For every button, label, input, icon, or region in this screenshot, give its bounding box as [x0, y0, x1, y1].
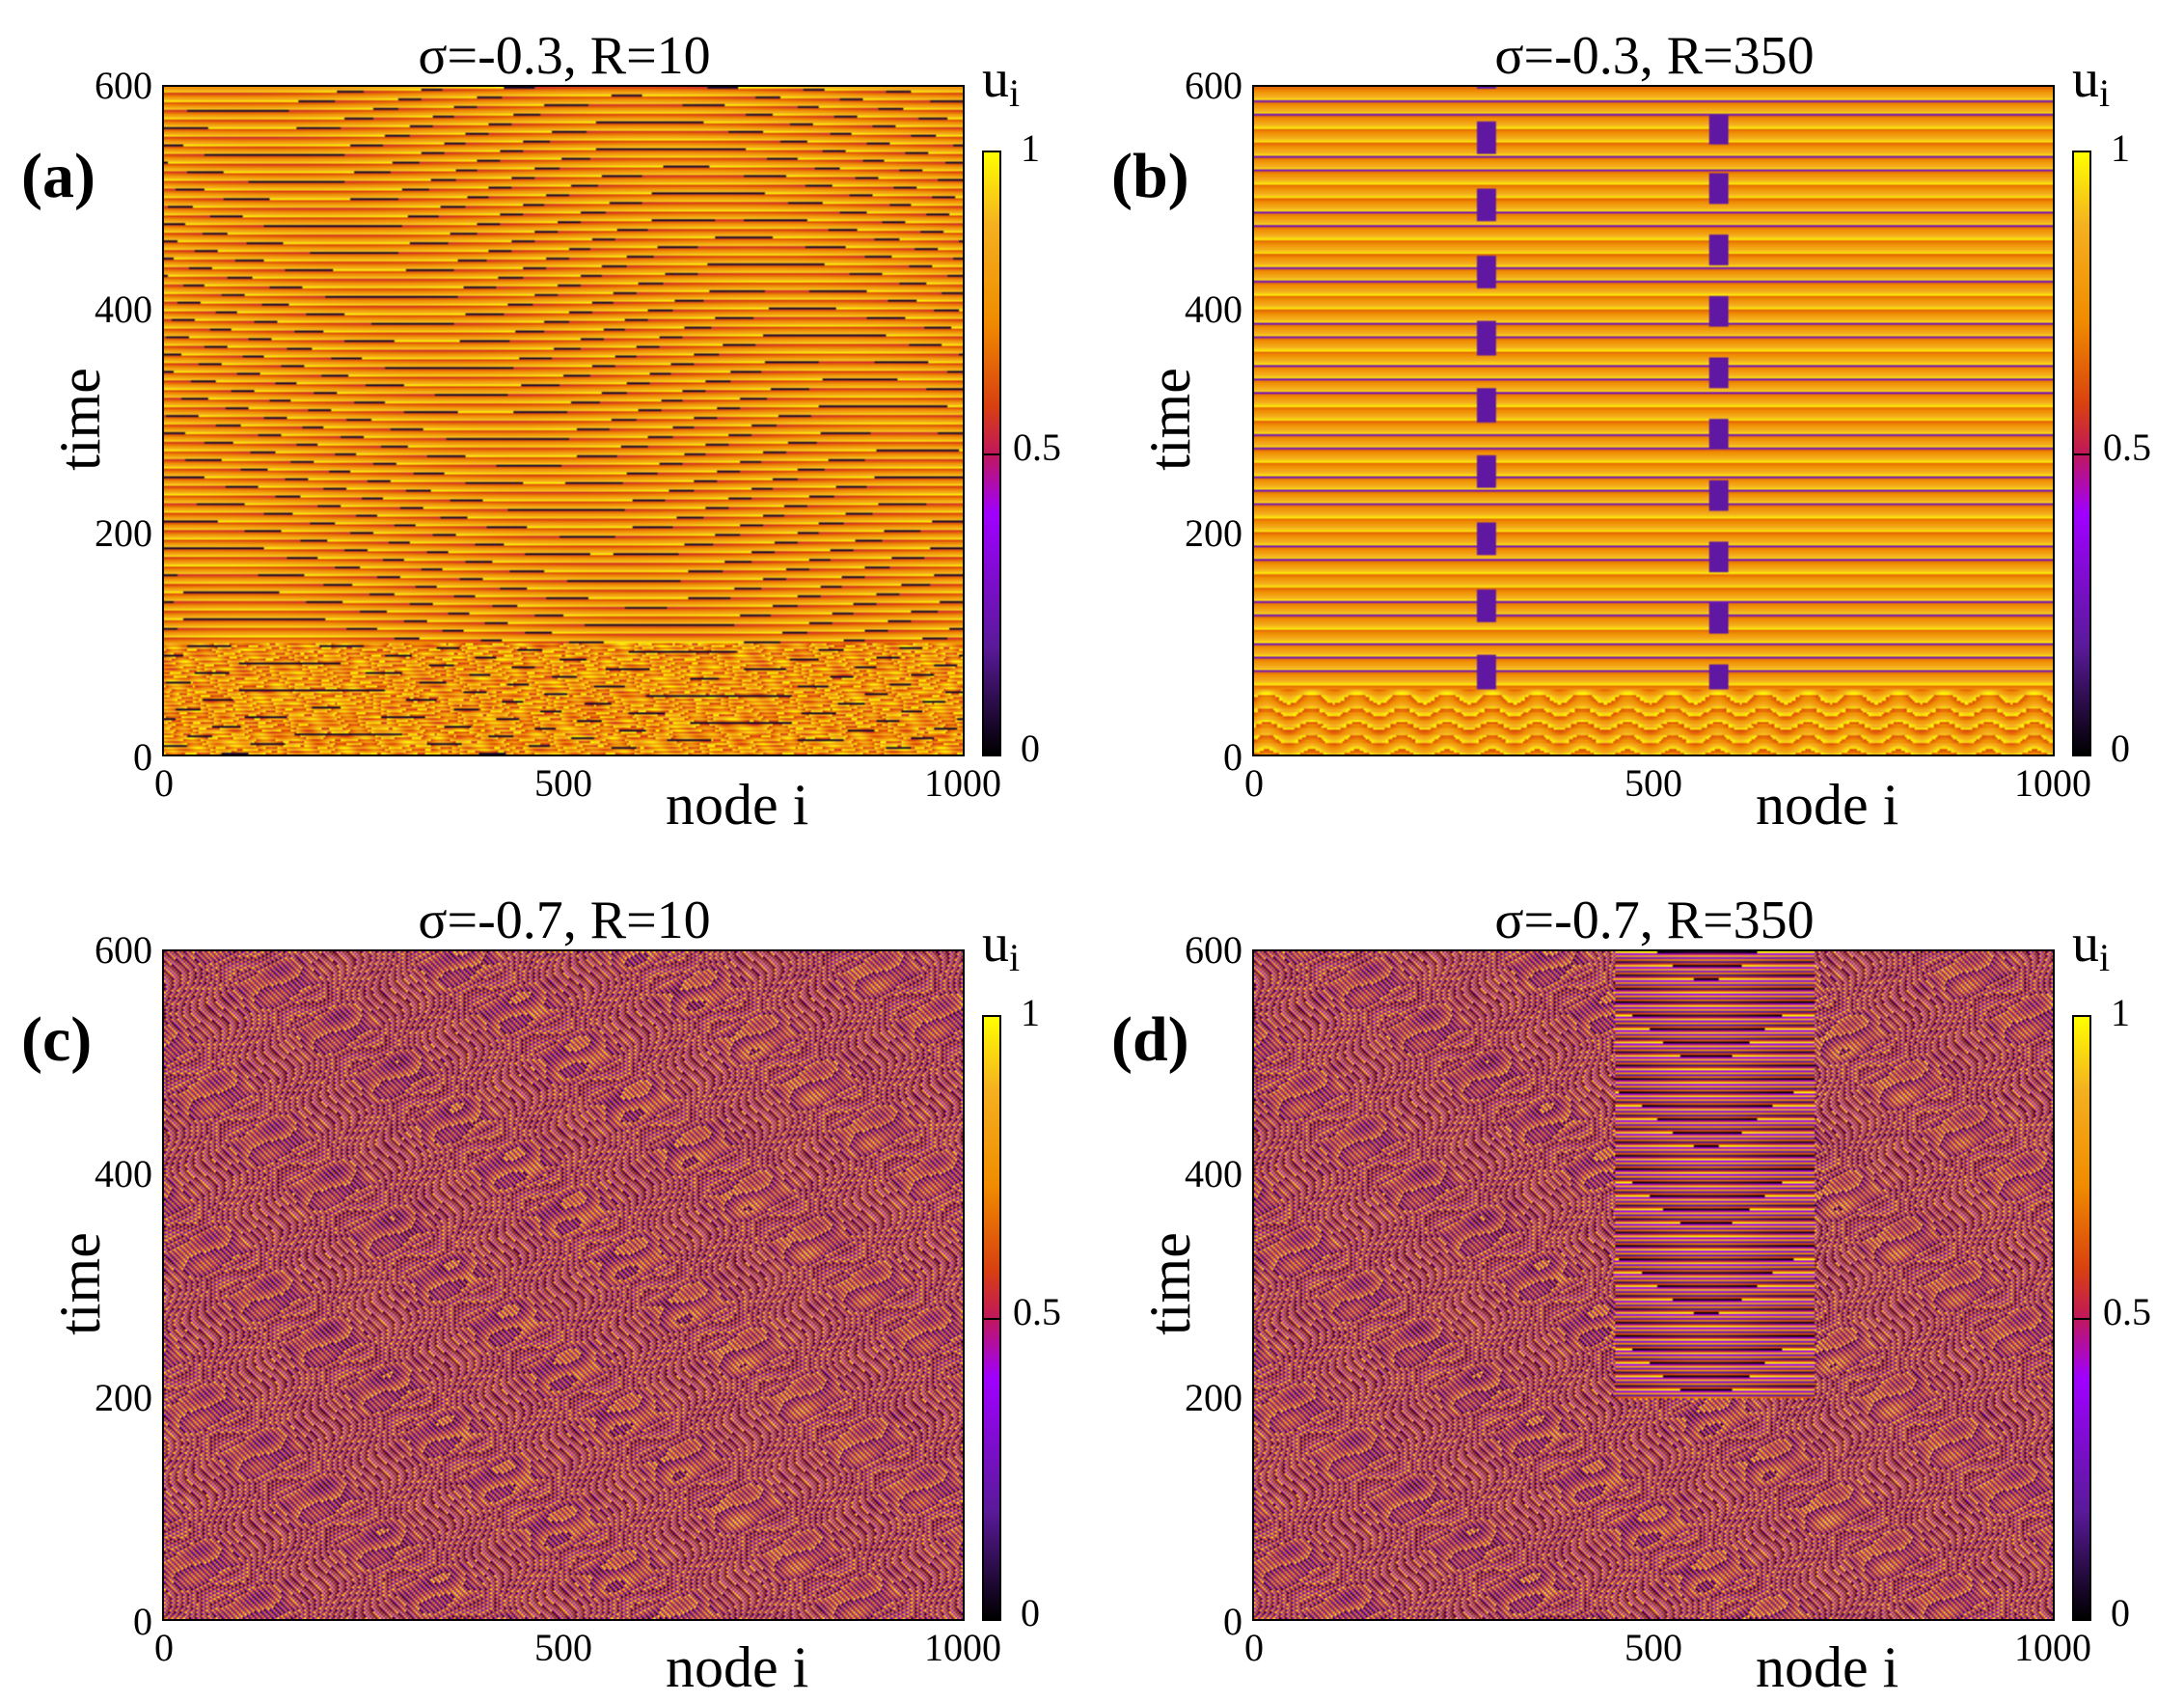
colorbar-title: ui [2072, 913, 2110, 980]
colorbar-title: ui [982, 48, 1020, 116]
colorbar-title-subscript: i [2099, 936, 2111, 979]
heatmap-plot [1252, 949, 2055, 1621]
x-tick-label: 500 [534, 1626, 592, 1669]
x-tick-label: 0 [1244, 1626, 1264, 1669]
y-axis-label: time [47, 1232, 112, 1335]
panel-title: σ=-0.7, R=350 [1494, 891, 1815, 950]
y-tick-label: 200 [95, 1376, 152, 1419]
x-tick-label: 500 [1624, 761, 1682, 805]
colorbar-title-text: u [982, 914, 1009, 974]
x-tick-label: 0 [1244, 761, 1264, 805]
colorbar-tick-label: 1 [2111, 991, 2130, 1034]
colorbar-tick [982, 1318, 1001, 1320]
panel-label: (b) [1111, 141, 1189, 211]
y-tick-label: 0 [133, 735, 152, 779]
panel-label: (d) [1111, 1004, 1189, 1075]
heatmap-plot [1252, 85, 2055, 756]
colorbar-title-text: u [2072, 914, 2099, 974]
colorbar-title-subscript: i [2099, 71, 2111, 115]
x-tick-label: 0 [154, 1626, 174, 1669]
colorbar-tick-label: 0.5 [2103, 426, 2151, 469]
y-tick-label: 400 [1185, 1152, 1242, 1195]
x-axis-label: node i [1756, 773, 1899, 837]
colorbar-tick [2072, 453, 2091, 455]
panel-label: (a) [21, 141, 96, 211]
y-tick-label: 400 [95, 1152, 152, 1195]
y-axis-label: time [1137, 368, 1202, 471]
panel-label: (c) [21, 1004, 93, 1075]
x-tick-label: 1000 [924, 1626, 1001, 1669]
colorbar-title: ui [2072, 48, 2110, 116]
y-axis-label: time [47, 368, 112, 471]
colorbar-tick-label: 0.5 [1013, 1290, 1061, 1333]
y-tick-label: 0 [1223, 735, 1242, 779]
x-tick-label: 1000 [2014, 1626, 2091, 1669]
x-tick-label: 1000 [924, 761, 1001, 805]
heatmap-canvas [164, 951, 963, 1619]
colorbar-tick-label: 1 [1021, 991, 1040, 1034]
colorbar-title: ui [982, 913, 1020, 980]
heatmap-plot [162, 85, 965, 756]
y-tick-label: 0 [133, 1600, 152, 1643]
x-tick-label: 1000 [2014, 761, 2091, 805]
colorbar-title-text: u [2072, 49, 2099, 109]
panel-title: σ=-0.3, R=10 [418, 26, 711, 86]
x-tick-label: 500 [534, 761, 592, 805]
colorbar-title-subscript: i [1009, 71, 1021, 115]
y-tick-label: 600 [1185, 64, 1242, 107]
heatmap-canvas [1254, 951, 2053, 1619]
colorbar-tick [982, 453, 1001, 455]
colorbar-tick-label: 0 [2111, 1591, 2130, 1634]
colorbar-tick-label: 0.5 [1013, 426, 1061, 469]
x-tick-label: 0 [154, 761, 174, 805]
x-axis-label: node i [666, 1635, 809, 1699]
heatmap-canvas [1254, 87, 2053, 755]
y-tick-label: 0 [1223, 1600, 1242, 1643]
y-tick-label: 200 [1185, 1376, 1242, 1419]
colorbar-title-text: u [982, 49, 1009, 109]
colorbar-tick-label: 0.5 [2103, 1290, 2151, 1333]
panel-title: σ=-0.3, R=350 [1494, 26, 1815, 86]
panel-title: σ=-0.7, R=10 [418, 891, 711, 950]
colorbar-tick-label: 0 [1021, 1591, 1040, 1634]
y-tick-label: 600 [95, 928, 152, 972]
colorbar-tick-label: 1 [2111, 126, 2130, 170]
y-tick-label: 600 [95, 64, 152, 107]
heatmap-canvas [164, 87, 963, 755]
colorbar-title-subscript: i [1009, 936, 1021, 979]
x-axis-label: node i [666, 773, 809, 837]
y-axis-label: time [1137, 1232, 1202, 1335]
heatmap-plot [162, 949, 965, 1621]
x-axis-label: node i [1756, 1635, 1899, 1699]
y-tick-label: 400 [1185, 288, 1242, 331]
y-tick-label: 200 [95, 511, 152, 555]
y-tick-label: 200 [1185, 511, 1242, 555]
colorbar-tick [2072, 1318, 2091, 1320]
x-tick-label: 500 [1624, 1626, 1682, 1669]
y-tick-label: 600 [1185, 928, 1242, 972]
colorbar-tick-label: 0 [1021, 727, 1040, 770]
colorbar-tick-label: 0 [2111, 727, 2130, 770]
y-tick-label: 400 [95, 288, 152, 331]
colorbar-tick-label: 1 [1021, 126, 1040, 170]
